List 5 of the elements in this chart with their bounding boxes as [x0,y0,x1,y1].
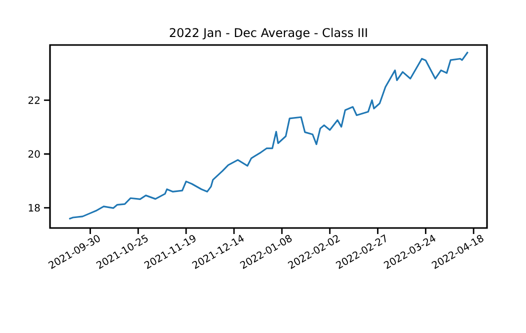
y-tick-label: 22 [28,96,40,104]
line-series [68,51,469,220]
y-tick-label: 20 [28,150,40,158]
chart-title: 2022 Jan - Dec Average - Class III [170,28,367,40]
y-tick-label: 18 [28,204,40,212]
